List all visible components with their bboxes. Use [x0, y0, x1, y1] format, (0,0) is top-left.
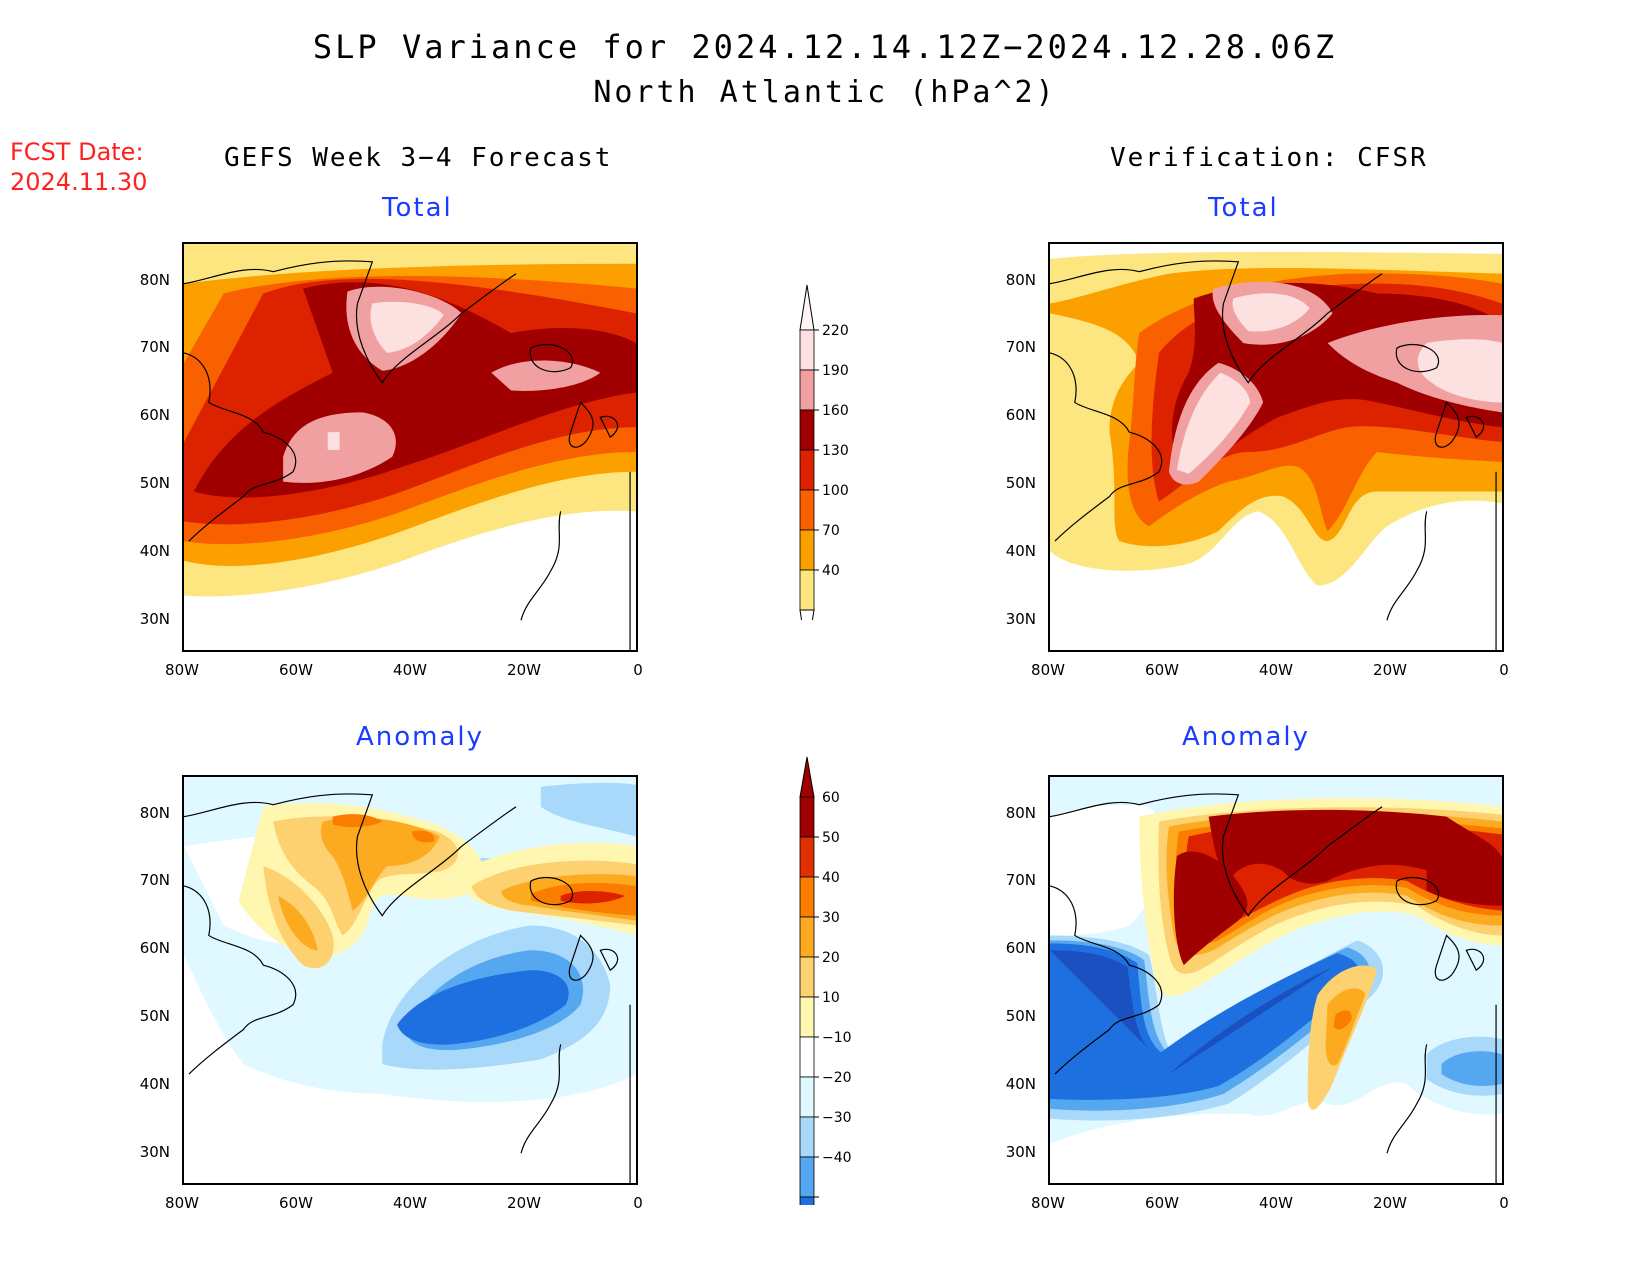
map-verification-total [1048, 242, 1504, 652]
colorbar-anomaly-swatch [799, 1076, 815, 1118]
lat-tick: 50N [139, 1007, 170, 1025]
lat-tick: 60N [1005, 939, 1036, 957]
lat-tick: 40N [1005, 1075, 1036, 1093]
colorbar-anomaly-label: 20 [822, 950, 840, 966]
colorbar-anomaly-swatch [799, 956, 815, 998]
colorbar-anomaly-label: 50 [822, 830, 840, 846]
colorbar-anomaly-swatch [799, 996, 815, 1038]
lat-tick: 40N [139, 1075, 170, 1093]
lat-tick: 30N [1005, 1143, 1036, 1161]
map-forecast-total [182, 242, 638, 652]
colorbar-anomaly-label: −20 [822, 1070, 852, 1086]
lat-tick: 40N [1005, 542, 1036, 560]
colorbar-anomaly-label: 30 [822, 910, 840, 926]
lon-tick: 40W [393, 1194, 427, 1212]
lat-tick: 60N [1005, 406, 1036, 424]
panel-title-verification-total: Total [1208, 193, 1279, 223]
colorbar-total-swatch [799, 569, 815, 611]
lon-tick: 60W [279, 661, 313, 679]
lon-tick: 40W [1259, 661, 1293, 679]
colorbar-anomaly-ext-top [799, 756, 815, 798]
lon-tick: 40W [393, 661, 427, 679]
panel-title-forecast-total: Total [382, 193, 453, 223]
lat-tick: 30N [1005, 610, 1036, 628]
colorbar-anomaly-label: 40 [822, 870, 840, 886]
lon-tick: 40W [1259, 1194, 1293, 1212]
colorbar-anomaly-label: −30 [822, 1110, 852, 1126]
colorbar-total: 220 190 160 130 100 70 40 [799, 284, 849, 620]
colorbar-anomaly-swatch [799, 1156, 815, 1198]
colorbar-total-label: 130 [822, 443, 849, 459]
colorbar-anomaly-label: −10 [822, 1030, 852, 1046]
lat-tick: 70N [1005, 338, 1036, 356]
lon-tick: 0 [1499, 1194, 1509, 1212]
lat-tick: 60N [139, 406, 170, 424]
colorbar-total-ext-bottom [799, 609, 815, 620]
colorbar-anomaly-swatch [799, 1116, 815, 1158]
colorbar-total-label: 220 [822, 323, 849, 339]
lat-tick: 70N [139, 338, 170, 356]
colorbar-total-ext-top [799, 284, 815, 331]
lon-tick: 60W [1145, 661, 1179, 679]
panel-title-verification-anomaly: Anomaly [1182, 722, 1311, 752]
colorbar-total-swatch [799, 329, 815, 371]
colorbar-total-label: 100 [822, 483, 849, 499]
lon-tick: 80W [165, 661, 199, 679]
lon-tick: 20W [507, 661, 541, 679]
lat-tick: 50N [139, 474, 170, 492]
lat-tick: 70N [1005, 871, 1036, 889]
fcst-date: FCST Date: 2024.11.30 [10, 137, 147, 197]
colorbar-total-label: 160 [822, 403, 849, 419]
lat-tick: 80N [1005, 804, 1036, 822]
fcst-date-label: FCST Date: [10, 138, 144, 166]
colorbar-total-label: 70 [822, 523, 840, 539]
main-subtitle: North Atlantic (hPa^2) [593, 75, 1057, 110]
lon-tick: 60W [279, 1194, 313, 1212]
colorbar-anomaly-label: 60 [822, 790, 840, 806]
colorbar-total-label: 40 [822, 563, 840, 579]
colorbar-anomaly-swatch [799, 1036, 815, 1078]
colorbar-anomaly-swatch [799, 916, 815, 958]
lon-tick: 60W [1145, 1194, 1179, 1212]
colorbar-total-swatch [799, 409, 815, 451]
lon-tick: 20W [1373, 661, 1407, 679]
colorbar-total-swatch [799, 489, 815, 531]
colorbar-anomaly-label: 10 [822, 990, 840, 1006]
colorbar-anomaly: 60 50 40 30 20 10 −10 −20 −30 −40 [799, 756, 852, 1205]
main-title: SLP Variance for 2024.12.14.12Z−2024.12.… [312, 28, 1338, 66]
column-title-forecast: GEFS Week 3−4 Forecast [224, 143, 613, 173]
lat-tick: 30N [139, 1143, 170, 1161]
colorbar-total-swatch [799, 449, 815, 491]
lat-tick: 80N [139, 271, 170, 289]
lat-tick: 50N [1005, 1007, 1036, 1025]
colorbar-total-swatch [799, 529, 815, 571]
map-verification-anomaly [1048, 775, 1504, 1185]
colorbar-total-label: 190 [822, 363, 849, 379]
lat-tick: 80N [139, 804, 170, 822]
lon-tick: 80W [1031, 1194, 1065, 1212]
lat-tick: 50N [1005, 474, 1036, 492]
map-forecast-anomaly [182, 775, 638, 1185]
lon-tick: 0 [633, 661, 643, 679]
lon-tick: 0 [1499, 661, 1509, 679]
colorbar-anomaly-label: −40 [822, 1150, 852, 1166]
lat-tick: 30N [139, 610, 170, 628]
colorbar-anomaly-swatch [799, 836, 815, 878]
panel-title-forecast-anomaly: Anomaly [356, 722, 485, 752]
lat-tick: 80N [1005, 271, 1036, 289]
lon-tick: 80W [165, 1194, 199, 1212]
colorbar-anomaly-swatch [799, 796, 815, 838]
lon-tick: 20W [1373, 1194, 1407, 1212]
lon-tick: 20W [507, 1194, 541, 1212]
colorbar-total-swatch [799, 369, 815, 411]
lat-tick: 40N [139, 542, 170, 560]
lon-tick: 0 [633, 1194, 643, 1212]
column-title-verification: Verification: CFSR [1110, 143, 1428, 173]
colorbar-anomaly-swatch [799, 876, 815, 918]
fcst-date-value: 2024.11.30 [10, 168, 148, 196]
lat-tick: 70N [139, 871, 170, 889]
lat-tick: 60N [139, 939, 170, 957]
colorbar-anomaly-swatch [799, 1196, 815, 1205]
lon-tick: 80W [1031, 661, 1065, 679]
